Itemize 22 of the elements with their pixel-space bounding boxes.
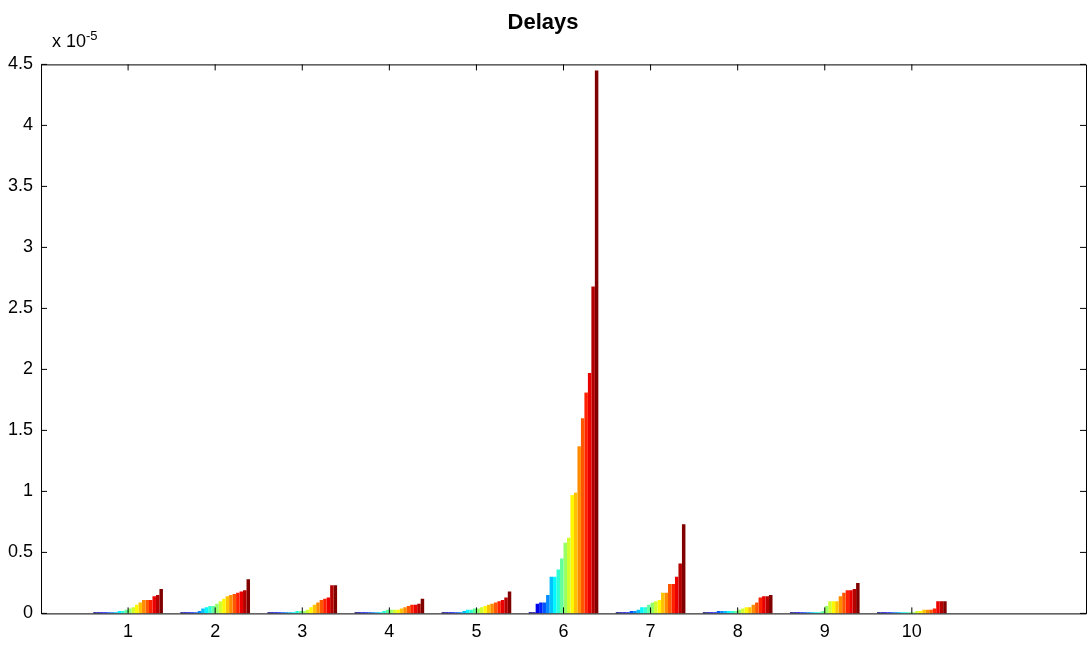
x-tick-label: 3	[297, 621, 308, 642]
x-tick-label: 10	[901, 621, 922, 642]
x-tick-label: 4	[384, 621, 395, 642]
text: x 10$^{-5}$	[52, 28, 98, 52]
y-tick-label: 1	[23, 480, 34, 501]
x-tick-label: 8	[732, 621, 743, 642]
x-tick-label: 7	[645, 621, 656, 642]
y-tick-label: 1.5	[7, 419, 34, 440]
y-tick-label: 2	[23, 358, 34, 379]
y-tick-label: 3	[23, 236, 34, 257]
y-tick-label: 4	[23, 114, 34, 135]
y-tick-label: 2.5	[7, 297, 34, 318]
x-tick-label: 2	[210, 621, 221, 642]
chart-title: Delays	[507, 9, 579, 35]
x-tick-label: 9	[819, 621, 830, 642]
x-tick-label: 6	[558, 621, 569, 642]
y-tick-label: 0	[23, 602, 34, 623]
x-tick-label: 5	[471, 621, 482, 642]
y-tick-label: 4.5	[7, 53, 34, 74]
y-tick-label: 3.5	[7, 175, 34, 196]
y-tick-label: 0.5	[7, 541, 34, 562]
x-tick-label: 1	[123, 621, 134, 642]
